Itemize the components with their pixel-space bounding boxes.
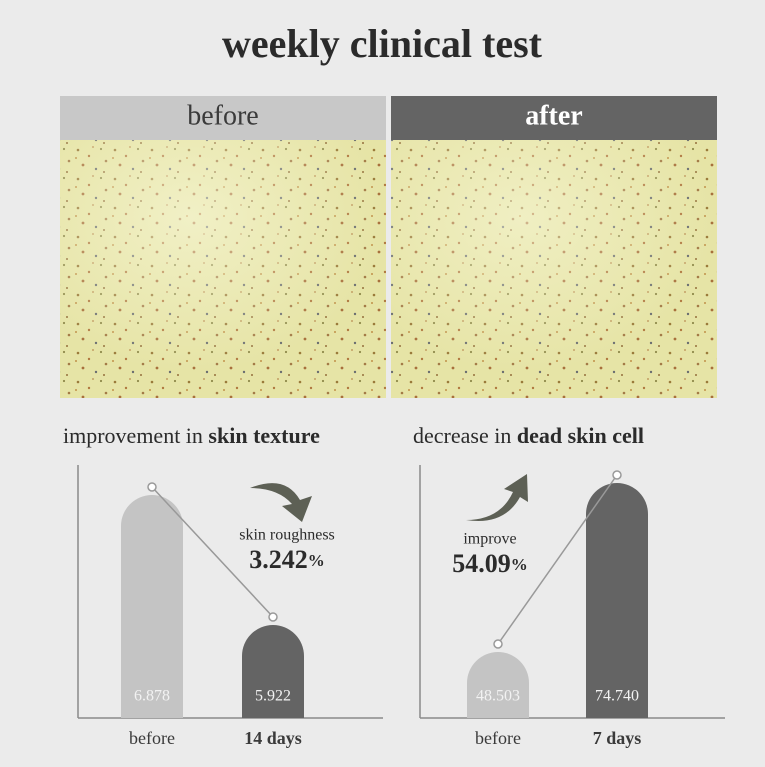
value-label: 5.922 (255, 688, 291, 705)
annotation: 3.242% (249, 545, 325, 574)
after-photo-light (391, 140, 717, 398)
arrow-up (466, 474, 528, 522)
bar (242, 625, 304, 718)
before-header (60, 96, 386, 140)
bar (121, 495, 183, 718)
x-tick-label: before (129, 728, 175, 748)
chart-title-bold: dead skin cell (517, 423, 644, 448)
annotation-unit: % (308, 551, 325, 570)
chart-title-text: improvement in (63, 423, 203, 448)
trend-point (612, 470, 622, 480)
after-header (391, 96, 717, 140)
x-tick-label: 14 days (244, 728, 302, 748)
annotation-value: 54.09 (452, 549, 511, 578)
annotation-label: skin roughness (239, 527, 335, 544)
chart-title: improvement in skin texture (63, 423, 320, 448)
chart-title-bold: skin texture (208, 423, 320, 448)
x-tick-label: before (475, 728, 521, 748)
trend-point (147, 482, 157, 492)
arrow-down (250, 483, 312, 522)
annotation-value: 3.242 (249, 545, 308, 574)
chart-title-text: decrease in (413, 423, 511, 448)
title: weekly clinical test (222, 21, 543, 66)
annotation-unit: % (511, 555, 528, 574)
bar (586, 483, 648, 718)
annotation-label: improve (463, 531, 516, 548)
trend-line (497, 474, 618, 645)
value-label: 74.740 (595, 688, 639, 705)
before-label: before (187, 100, 259, 131)
bar (467, 652, 529, 718)
trend-point (493, 639, 503, 649)
x-tick-label: 7 days (593, 728, 642, 748)
chart-title: decrease in dead skin cell (413, 423, 644, 448)
annotation: 54.09% (452, 549, 528, 578)
value-label: 6.878 (134, 688, 170, 705)
value-label: 48.503 (476, 688, 520, 705)
before-photo-light (60, 140, 386, 398)
trend-point (268, 612, 278, 622)
trend-line (151, 486, 274, 618)
after-label: after (525, 100, 583, 131)
